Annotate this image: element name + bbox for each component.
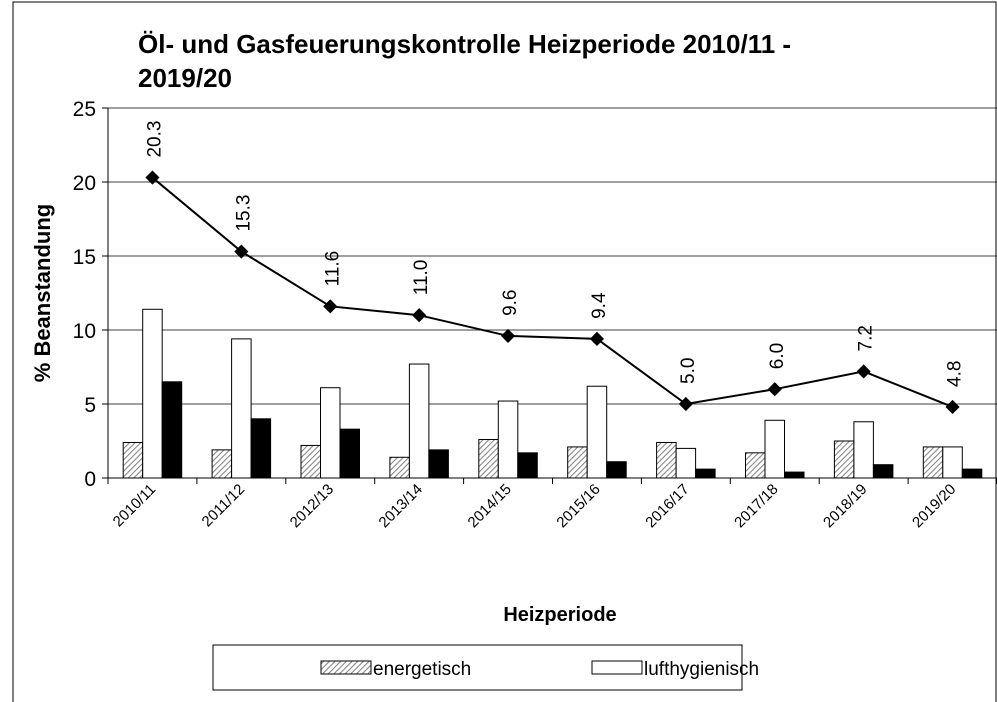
legend (212, 644, 743, 691)
bar (428, 449, 449, 479)
bar (478, 439, 499, 479)
bar (853, 421, 874, 479)
bar (408, 363, 430, 479)
bar (833, 440, 855, 479)
y-tick-label: 25 (73, 98, 96, 121)
chart-frame (12, 1, 997, 702)
bar (517, 452, 538, 479)
chart-title: 2019/20 (138, 63, 232, 93)
x-tick-label: 2019/20 (909, 481, 959, 531)
data-label: 5.0 (678, 358, 699, 384)
y-axis-label: % Beanstandung (30, 204, 55, 382)
data-label: 9.4 (589, 292, 610, 319)
x-tick-label: 2016/17 (642, 481, 692, 531)
bar (784, 471, 805, 479)
x-tick-label: 2012/13 (287, 481, 337, 531)
chart-title: Öl- und Gasfeuerungskontrolle Heizperiod… (138, 29, 791, 59)
data-label: 4.8 (945, 361, 966, 387)
x-tick-label: 2010/11 (110, 481, 160, 531)
marker (589, 331, 605, 346)
bar (695, 468, 716, 479)
bar (586, 385, 608, 479)
marker (678, 396, 693, 412)
x-tick-label: 2011/12 (199, 481, 249, 531)
bar (922, 446, 944, 479)
y-tick-label: 20 (73, 172, 96, 195)
data-label: 11.0 (411, 260, 432, 296)
bar (250, 418, 272, 479)
legend-swatch (320, 660, 372, 675)
bar (161, 381, 183, 479)
data-label: 11.6 (322, 251, 343, 287)
data-label: 6.0 (767, 343, 788, 369)
legend-swatch (591, 660, 643, 675)
data-label: 20.3 (144, 121, 165, 158)
x-tick-label: 2015/16 (553, 481, 603, 531)
bar (339, 428, 360, 479)
bar (142, 308, 163, 479)
x-tick-label: 2017/18 (731, 481, 781, 531)
marker (412, 308, 427, 323)
legend-label: lufthygienisch (644, 659, 759, 680)
bar (567, 446, 588, 479)
bar (300, 444, 321, 479)
marker (767, 382, 782, 397)
bar (961, 468, 983, 479)
bar (211, 449, 233, 479)
marker (856, 364, 871, 379)
y-tick-label: 5 (84, 394, 96, 417)
bar (745, 452, 766, 479)
x-axis-label: Heizperiode (503, 604, 616, 626)
bar (872, 464, 894, 479)
data-label: 7.2 (856, 325, 877, 351)
bar (606, 461, 627, 479)
marker (945, 399, 960, 415)
bar (764, 419, 785, 479)
marker (500, 328, 516, 343)
y-tick-label: 15 (73, 246, 96, 269)
x-tick-label: 2014/15 (465, 481, 515, 531)
legend-label: energetisch (373, 659, 471, 680)
bar (389, 456, 410, 479)
x-tick-label: 2018/19 (820, 481, 870, 531)
bar (320, 387, 341, 479)
marker (323, 299, 338, 314)
bar (122, 441, 144, 479)
bar (231, 338, 252, 479)
y-tick-label: 0 (84, 468, 96, 491)
line (151, 176, 953, 408)
marker (234, 244, 249, 259)
data-label: 9.6 (500, 289, 521, 315)
marker (145, 170, 160, 185)
y-tick-label: 10 (73, 320, 96, 343)
bar (497, 400, 519, 479)
x-tick-label: 2013/14 (376, 481, 426, 531)
data-label: 15.3 (233, 195, 254, 232)
bar (942, 446, 963, 479)
bar (656, 441, 677, 479)
bar (675, 447, 697, 479)
